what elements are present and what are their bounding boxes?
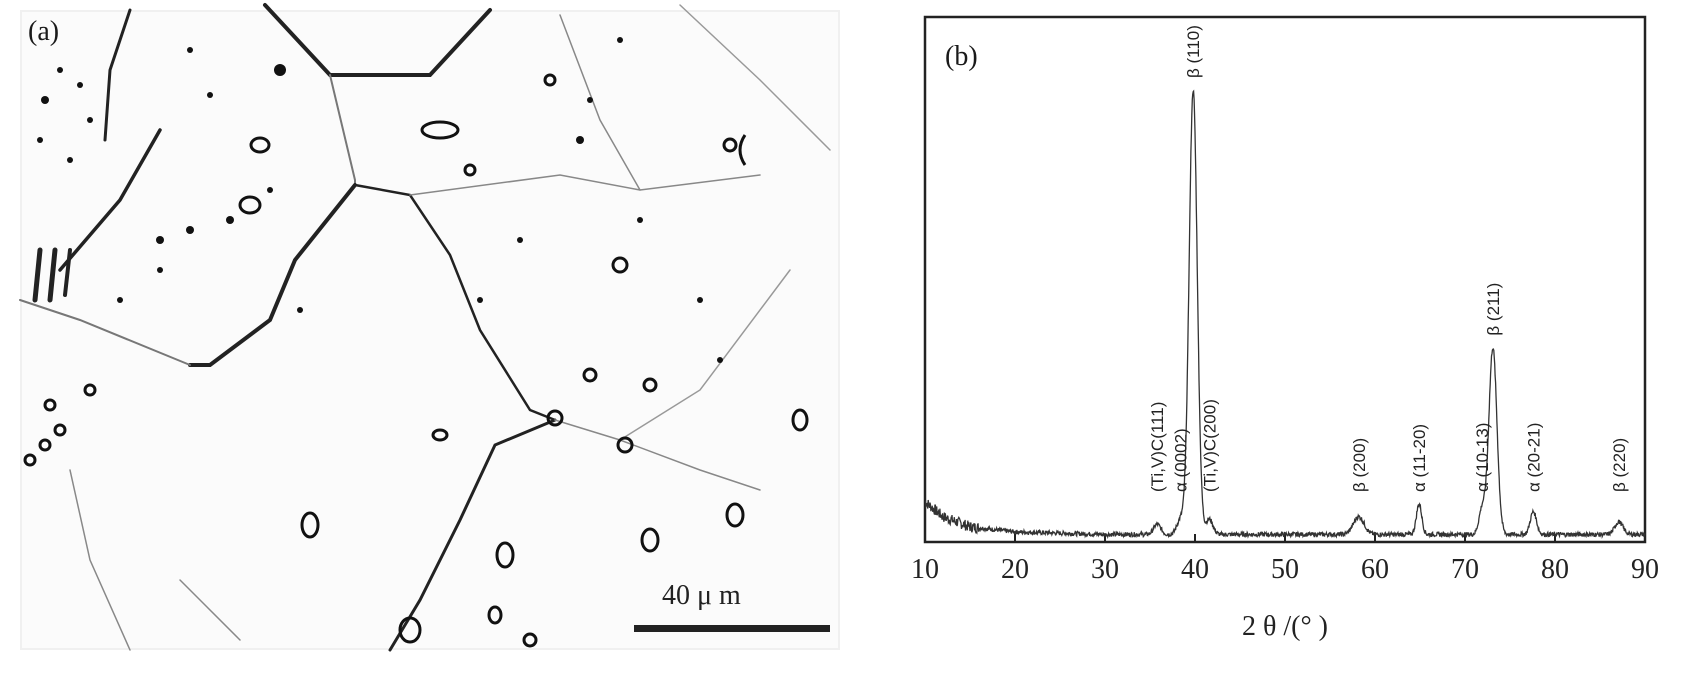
peak-label: α (20-21)	[1524, 423, 1543, 492]
peak-label: α (0002)	[1172, 428, 1191, 492]
x-tick-label: 90	[1631, 554, 1659, 585]
peak-label: α (11-20)	[1410, 424, 1429, 492]
micrograph-panel: 40 μ m (a)	[19, 3, 840, 652]
x-tick-label: 60	[1361, 554, 1389, 585]
xrd-chart: (b) 10 20 30 40 50 60 70 80 90 (Ti,V)C(111) α (00…	[911, 15, 1659, 642]
x-tick-label: 20	[1001, 554, 1029, 585]
x-tick-label: 30	[1091, 554, 1119, 585]
x-tick-label: 50	[1271, 554, 1299, 585]
xrd-pattern-line	[924, 89, 1646, 540]
x-tick-label: 40	[1181, 554, 1209, 585]
peak-label: β (110)	[1184, 25, 1203, 78]
scale-bar-label: 40 μ m	[662, 580, 741, 611]
x-tick-label: 70	[1451, 554, 1479, 585]
x-tick-label: 10	[911, 554, 939, 585]
peak-label: β (200)	[1350, 438, 1369, 492]
x-tick-label: 80	[1541, 554, 1569, 585]
peak-label: β (211)	[1484, 283, 1503, 336]
peak-labels: (Ti,V)C(111) α (0002) β (110) (Ti,V)C(200) β…	[1148, 25, 1629, 492]
peak-label: (Ti,V)C(111)	[1148, 402, 1167, 492]
peak-label: α (10-13)	[1473, 423, 1492, 492]
xrd-chart-panel: (b) 10 20 30 40 50 60 70 80 90 (Ti,V)C(111) α (00…	[870, 0, 1687, 670]
peak-label: (Ti,V)C(200)	[1200, 399, 1219, 492]
scale-bar	[634, 625, 830, 632]
peak-label: β (220)	[1610, 438, 1629, 492]
panel-a-label: (a)	[28, 16, 59, 47]
x-axis-title: 2 θ /(° )	[1242, 611, 1328, 642]
x-axis: 10 20 30 40 50 60 70 80 90	[911, 534, 1659, 585]
panel-b-label: (b)	[945, 41, 978, 72]
micrograph-image: 40 μ m (a)	[19, 3, 840, 652]
